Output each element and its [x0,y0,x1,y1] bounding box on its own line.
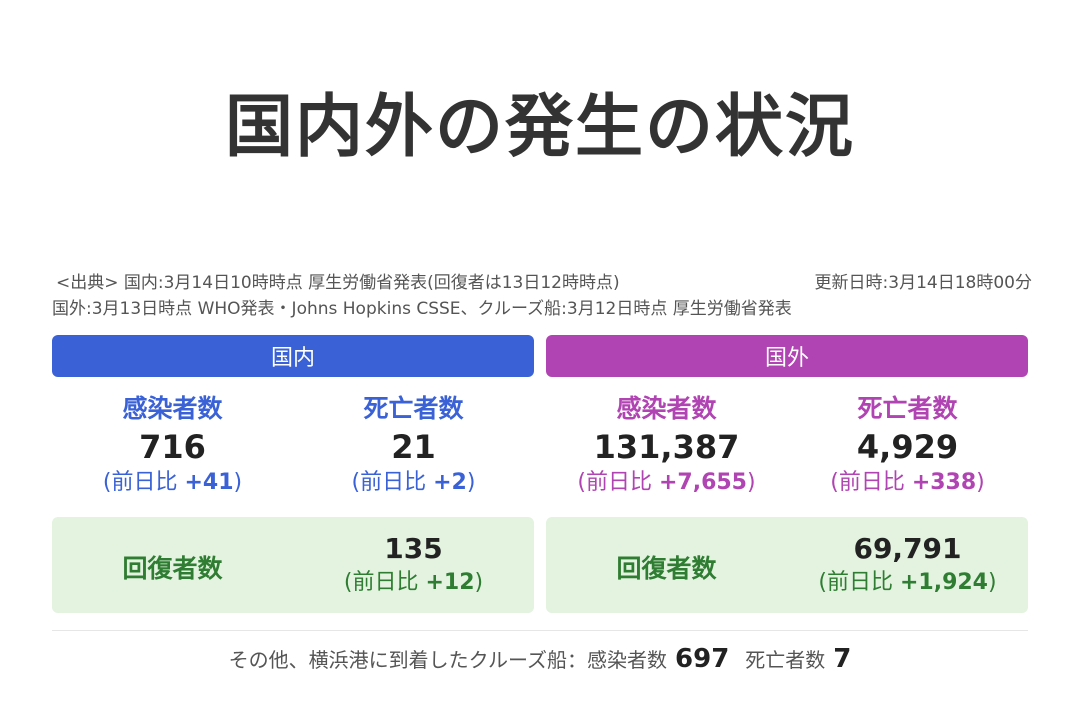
domestic-infected: 感染者数 716 (前日比 +41) [52,377,293,509]
world-header: 国外 [546,335,1028,377]
world-infected: 感染者数 131,387 (前日比 +7,655) [546,377,787,509]
cruise-ship-summary: その他、横浜港に到着したクルーズ船：感染者数 697 死亡者数 7 [0,642,1080,677]
domestic-recovered-diff: (前日比 +12) [343,570,484,595]
divider [52,630,1028,631]
world-deaths: 死亡者数 4,929 (前日比 +338) [787,377,1028,509]
domestic-deaths-label: 死亡者数 [363,394,464,423]
page-title: 国内外の発生の状況 [224,88,855,167]
domestic-deaths-diff: (前日比 +2) [351,470,476,495]
world-deaths-label: 死亡者数 [857,394,958,423]
domestic-infected-value: 716 [139,428,206,466]
world-deaths-value: 4,929 [856,428,959,466]
world-recovered: 回復者数 69,791 (前日比 +1,924) [546,517,1028,613]
domestic-deaths-value: 21 [391,428,436,466]
world-infected-value: 131,387 [593,428,740,466]
source-info: <出典> 国内:3月14日10時時点 厚生労働省発表(回復者は13日12時時点)… [52,270,1032,322]
world-infected-diff: (前日比 +7,655) [577,470,756,495]
cruise-ship-deaths: 7 [833,644,852,674]
domestic-infected-label: 感染者数 [122,394,223,423]
domestic-recovered-label: 回復者数 [122,554,223,583]
world-recovered-label: 回復者数 [616,554,717,583]
domestic-deaths: 死亡者数 21 (前日比 +2) [293,377,534,509]
cruise-ship-deaths-label: 死亡者数 [745,648,826,672]
domestic-infected-diff: (前日比 +41) [102,470,243,495]
world-recovered-diff: (前日比 +1,924) [818,570,997,595]
domestic-recovered-value: 135 [384,532,443,565]
world-recovered-value: 69,791 [853,532,962,565]
domestic-recovered: 回復者数 135 (前日比 +12) [52,517,534,613]
source-domestic: <出典> 国内:3月14日10時時点 厚生労働省発表(回復者は13日12時時点) [56,273,620,293]
updated-time: 更新日時:3月14日18時00分 [814,273,1032,293]
domestic-header: 国内 [52,335,534,377]
domestic-panel: 国内 感染者数 716 (前日比 +41) 死亡者数 21 (前日比 +2) 回… [52,335,534,613]
world-infected-label: 感染者数 [616,394,717,423]
world-panel: 国外 感染者数 131,387 (前日比 +7,655) 死亡者数 4,929 … [546,335,1028,613]
world-deaths-diff: (前日比 +338) [830,470,985,495]
cruise-ship-infected: 697 [675,644,730,674]
source-world: 国外:3月13日時点 WHO発表・Johns Hopkins CSSE、クルーズ… [52,299,792,319]
cruise-ship-text: その他、横浜港に到着したクルーズ船：感染者数 [228,648,668,672]
